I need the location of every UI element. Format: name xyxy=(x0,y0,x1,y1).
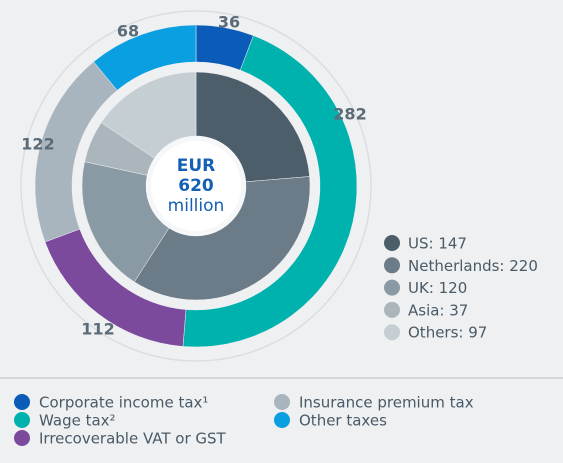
center-unit: million xyxy=(168,196,225,216)
legend-swatch xyxy=(384,279,400,296)
outer-segment xyxy=(182,35,358,348)
legend-swatch xyxy=(384,301,400,318)
center-disc xyxy=(151,141,241,231)
value-label: 36 xyxy=(218,13,240,32)
legend-label: Others: 97 xyxy=(408,324,487,342)
legend-swatch xyxy=(274,394,290,410)
legend-swatch xyxy=(14,412,30,428)
legend-swatch xyxy=(14,394,30,410)
legend-label: UK: 120 xyxy=(408,279,467,297)
center-total: 620 xyxy=(178,176,214,196)
center-currency: EUR xyxy=(177,156,216,176)
legend-swatch xyxy=(384,257,400,274)
legend-label: Irrecoverable VAT or GST xyxy=(39,430,227,448)
legend-label: Other taxes xyxy=(299,412,387,430)
legend-label: Corporate income tax¹ xyxy=(39,394,208,412)
value-label: 282 xyxy=(333,105,366,124)
legend-label: Insurance premium tax xyxy=(299,394,474,412)
legend-label: Asia: 37 xyxy=(408,301,468,319)
legend-swatch xyxy=(384,324,400,341)
legend-swatch xyxy=(14,430,30,446)
value-label: 68 xyxy=(117,22,139,41)
legend-label: Netherlands: 220 xyxy=(408,257,538,275)
value-label: 122 xyxy=(21,135,54,154)
guide-circle xyxy=(20,10,372,362)
outer-segment xyxy=(93,24,197,91)
legend-swatch xyxy=(274,412,290,428)
legend-label: Wage tax² xyxy=(39,412,116,430)
value-label: 112 xyxy=(81,320,114,339)
legend-label: US: 147 xyxy=(408,235,467,253)
legend-swatch xyxy=(384,235,400,251)
